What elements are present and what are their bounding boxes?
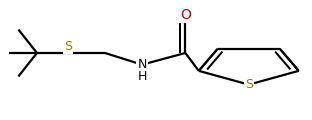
Text: S: S: [64, 40, 72, 53]
Text: S: S: [245, 78, 253, 91]
Text: O: O: [180, 8, 191, 22]
Text: H: H: [137, 70, 147, 83]
Text: N: N: [137, 58, 147, 71]
